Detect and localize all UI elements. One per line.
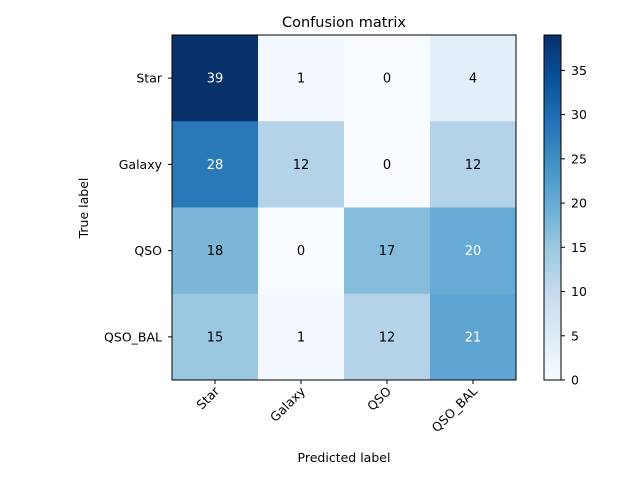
cell-value-label: 18 [207, 244, 224, 259]
heatmap-cell [172, 121, 259, 208]
cell-value-label: 0 [383, 72, 391, 87]
colorbar-tick-label: 0 [571, 373, 579, 388]
cell-value-label: 17 [379, 244, 396, 259]
y-axis-ticks: Star Galaxy QSO QSO_BAL [104, 71, 172, 344]
cell-value-label: 4 [469, 72, 477, 87]
colorbar [543, 34, 562, 381]
cell-value-label: 15 [207, 330, 224, 345]
colorbar-tick-label: 10 [571, 284, 587, 299]
heatmap-cell [172, 35, 259, 122]
heatmap-cell [430, 35, 517, 122]
heatmap-cells [172, 35, 517, 381]
x-tick-label: Star [193, 383, 222, 412]
plot-frame [171, 34, 517, 381]
y-tick-label: QSO [134, 243, 162, 258]
cell-value-label: 12 [379, 330, 396, 345]
heatmap-cell [344, 121, 431, 208]
x-axis-label: Predicted label [298, 450, 391, 465]
heatmap-cell [258, 207, 345, 295]
heatmap-cell [344, 35, 431, 122]
heatmap-cell-labels: 39 1 0 4 28 12 0 12 18 0 17 20 15 1 12 21 [207, 72, 482, 346]
cell-value-label: 0 [383, 158, 391, 173]
cell-value-label: 21 [465, 330, 482, 345]
cell-value-label: 12 [465, 158, 482, 173]
heatmap-cell [344, 207, 431, 295]
heatmap-cell [258, 121, 345, 208]
colorbar-tick-label: 20 [571, 196, 587, 211]
y-tick-label: Galaxy [119, 157, 163, 172]
chart-title: Confusion matrix [282, 15, 406, 31]
cell-value-label: 0 [297, 244, 305, 259]
x-tick-label: QSO [364, 383, 394, 413]
cell-value-label: 39 [207, 72, 224, 87]
heatmap-cell [258, 293, 345, 381]
heatmap-cell [258, 35, 345, 122]
heatmap-cell [430, 121, 517, 208]
x-tick-label: Galaxy [267, 383, 309, 425]
heatmap-cell [172, 293, 259, 381]
heatmap-cell [430, 293, 517, 381]
heatmap-cell [172, 207, 259, 295]
heatmap-cell [430, 207, 517, 295]
colorbar-tick-label: 30 [571, 107, 587, 122]
x-axis-ticks: Star Galaxy QSO QSO_BAL [193, 380, 480, 435]
cell-value-label: 20 [465, 244, 482, 259]
colorbar-ticks: 0 5 10 15 20 25 30 35 [561, 63, 587, 388]
y-axis-label: True label [76, 178, 91, 240]
colorbar-tick-label: 35 [571, 63, 587, 78]
cell-value-label: 12 [293, 158, 310, 173]
y-tick-label: Star [136, 71, 162, 86]
cell-value-label: 28 [207, 158, 224, 173]
y-tick-label: QSO_BAL [104, 329, 162, 344]
colorbar-tick-label: 25 [571, 151, 587, 166]
x-tick-label: QSO_BAL [429, 383, 481, 435]
colorbar-tick-label: 5 [571, 328, 579, 343]
cell-value-label: 1 [297, 330, 305, 345]
cell-value-label: 1 [297, 72, 305, 87]
colorbar-tick-label: 15 [571, 240, 587, 255]
heatmap-cell [344, 293, 431, 381]
